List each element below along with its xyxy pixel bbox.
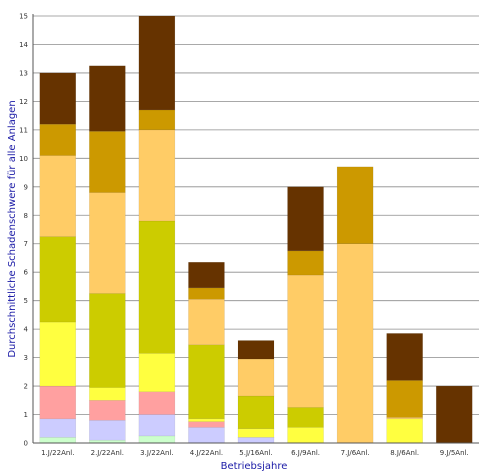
bar-segment bbox=[336, 243, 374, 444]
bar-segment bbox=[237, 395, 275, 430]
x-tick-label: 8.J/6Anl. bbox=[390, 449, 419, 457]
y-tick-label: 7 bbox=[24, 240, 28, 248]
bars bbox=[39, 15, 473, 444]
y-tick-label: 12 bbox=[19, 98, 28, 106]
bar-segment bbox=[188, 427, 225, 444]
bar-segment bbox=[386, 333, 423, 381]
bar-segment bbox=[39, 236, 77, 323]
y-tick-label: 6 bbox=[24, 269, 29, 277]
bar-segment bbox=[188, 421, 225, 428]
bar-segment bbox=[386, 380, 423, 418]
y-tick-label: 0 bbox=[24, 440, 28, 448]
bar-segment bbox=[435, 385, 473, 444]
x-tick-label: 7.J/6Anl. bbox=[341, 449, 370, 457]
bar-segment bbox=[336, 166, 374, 244]
bar-segment bbox=[287, 427, 324, 444]
axes bbox=[32, 14, 479, 444]
x-tick-label: 1.J/22Anl. bbox=[41, 449, 74, 457]
bar-segment bbox=[39, 72, 77, 125]
y-tick-label: 4 bbox=[24, 326, 29, 334]
bar-segment bbox=[89, 65, 126, 132]
bar-segment bbox=[386, 418, 423, 444]
y-tick-label: 9 bbox=[24, 183, 28, 191]
x-tick-label: 3.J/22Anl. bbox=[140, 449, 173, 457]
bar-segment bbox=[138, 129, 176, 222]
bar-segment bbox=[237, 428, 275, 438]
y-tick-label: 5 bbox=[24, 297, 28, 305]
y-tick-label: 15 bbox=[19, 13, 28, 21]
y-tick-label: 2 bbox=[24, 383, 28, 391]
bar-segment bbox=[138, 109, 176, 131]
bar-segment bbox=[39, 385, 77, 420]
bar-segment bbox=[89, 192, 126, 294]
y-tick-label: 11 bbox=[19, 126, 28, 134]
bar-segment bbox=[287, 274, 324, 408]
bar-segment bbox=[138, 414, 176, 437]
bar-segment bbox=[237, 340, 275, 360]
x-tick-label: 9.J/5Anl. bbox=[440, 449, 469, 457]
bar-segment bbox=[188, 287, 225, 300]
bar-segment bbox=[89, 293, 126, 388]
bar-segment bbox=[287, 250, 324, 276]
x-tick-label: 2.J/22Anl. bbox=[91, 449, 124, 457]
y-tick-label: 14 bbox=[19, 41, 28, 49]
bar-segment bbox=[89, 387, 126, 401]
y-tick-label: 3 bbox=[24, 354, 28, 362]
x-axis-title: Betriebsjahre bbox=[221, 461, 288, 472]
bar-segment bbox=[39, 123, 77, 156]
x-tick-labels: 1.J/22Anl. 2.J/22Anl. 3.J/22Anl. 4.J/22Anl.… bbox=[41, 449, 469, 457]
bar-segment bbox=[89, 131, 126, 193]
y-tick-label: 10 bbox=[19, 155, 28, 163]
bar-segment bbox=[138, 15, 176, 111]
bar-segment bbox=[89, 400, 126, 421]
bar-segment bbox=[138, 391, 176, 415]
bar-segment bbox=[287, 186, 324, 252]
y-tick-label: 8 bbox=[24, 212, 28, 220]
bar-segment bbox=[237, 358, 275, 397]
bar-segment bbox=[39, 418, 77, 438]
bar-segment bbox=[39, 321, 77, 387]
y-tick-label: 13 bbox=[19, 69, 28, 77]
bar-segment bbox=[287, 407, 324, 428]
bar-segment bbox=[188, 418, 225, 422]
x-tick-label: 5.J/16Anl. bbox=[239, 449, 272, 457]
bar-segment bbox=[138, 435, 176, 444]
bar-segment bbox=[39, 437, 77, 444]
y-tick-label: 1 bbox=[24, 411, 28, 419]
bar-segment bbox=[237, 437, 275, 444]
bar-segment bbox=[138, 220, 176, 354]
bar-segment bbox=[39, 155, 77, 237]
x-tick-label: 4.J/22Anl. bbox=[190, 449, 223, 457]
bar-segment bbox=[188, 298, 225, 346]
bar-segment bbox=[188, 344, 225, 420]
y-axis-title: Durchschnittliche Schadenschwere für all… bbox=[7, 100, 18, 357]
x-tick-label: 6.J/9Anl. bbox=[291, 449, 320, 457]
bar-segment bbox=[138, 353, 176, 393]
bar-segment bbox=[188, 261, 225, 289]
bar-segment bbox=[89, 419, 126, 441]
